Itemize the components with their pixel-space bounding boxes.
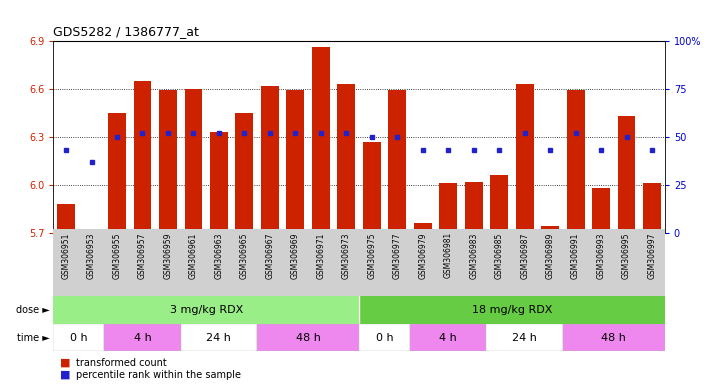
Text: GSM306969: GSM306969 (291, 232, 300, 279)
Bar (108, 113, 126, 233)
Text: GSM306979: GSM306979 (418, 232, 427, 279)
Text: GSM306983: GSM306983 (469, 232, 479, 279)
Bar (235, 113, 253, 233)
Text: percentile rank within the sample: percentile rank within the sample (76, 370, 241, 380)
Bar (439, 183, 457, 233)
Bar (185, 89, 203, 233)
Bar (541, 226, 559, 233)
Text: GSM306951: GSM306951 (62, 232, 70, 279)
Text: GSM306987: GSM306987 (520, 232, 529, 279)
Text: GSM306991: GSM306991 (571, 232, 580, 279)
Bar (410, 324, 486, 351)
Bar (592, 188, 610, 233)
Text: GDS5282 / 1386777_at: GDS5282 / 1386777_at (53, 25, 199, 38)
Text: GSM306959: GSM306959 (164, 232, 173, 279)
Text: transformed count: transformed count (76, 358, 167, 368)
Bar (134, 81, 151, 233)
Bar (57, 204, 75, 233)
Text: 18 mg/kg RDX: 18 mg/kg RDX (471, 305, 552, 315)
Bar (359, 324, 410, 351)
Bar (105, 324, 181, 351)
Text: ■: ■ (60, 370, 71, 380)
Bar (159, 90, 177, 233)
Bar (388, 90, 406, 233)
Text: 24 h: 24 h (512, 333, 537, 343)
Bar (414, 223, 432, 233)
Text: 24 h: 24 h (206, 333, 231, 343)
Text: GSM306995: GSM306995 (622, 232, 631, 279)
Text: GSM306965: GSM306965 (240, 232, 249, 279)
Bar (486, 324, 563, 351)
Text: GSM306967: GSM306967 (265, 232, 274, 279)
Bar (618, 116, 636, 233)
Text: GSM306955: GSM306955 (112, 232, 122, 279)
Text: 3 mg/kg RDX: 3 mg/kg RDX (169, 305, 243, 315)
Text: GSM306957: GSM306957 (138, 232, 147, 279)
Bar (287, 90, 304, 233)
Bar (210, 132, 228, 233)
Bar (643, 183, 661, 233)
Text: GSM306989: GSM306989 (545, 232, 555, 279)
Text: 48 h: 48 h (296, 333, 321, 343)
Text: 0 h: 0 h (70, 333, 87, 343)
Text: GSM306961: GSM306961 (189, 232, 198, 279)
Bar (312, 47, 330, 233)
Text: ■: ■ (60, 358, 71, 368)
Bar (359, 296, 665, 324)
Bar (261, 86, 279, 233)
Bar (465, 182, 483, 233)
Bar (563, 324, 665, 351)
Text: GSM306953: GSM306953 (87, 232, 96, 279)
Text: 4 h: 4 h (134, 333, 151, 343)
Bar (363, 142, 380, 233)
Text: 4 h: 4 h (439, 333, 457, 343)
Text: GSM306985: GSM306985 (495, 232, 503, 279)
Text: GSM306993: GSM306993 (597, 232, 606, 279)
Text: GSM306975: GSM306975 (368, 232, 376, 279)
Bar (257, 324, 359, 351)
Bar (82, 230, 100, 233)
Bar (338, 84, 356, 233)
Bar (515, 84, 533, 233)
Bar (181, 324, 257, 351)
Bar (53, 324, 105, 351)
Text: 0 h: 0 h (375, 333, 393, 343)
Text: GSM306981: GSM306981 (444, 232, 453, 278)
Text: GSM306997: GSM306997 (648, 232, 656, 279)
Text: dose ►: dose ► (16, 305, 50, 315)
Bar (53, 296, 359, 324)
Text: time ►: time ► (17, 333, 50, 343)
Text: 48 h: 48 h (602, 333, 626, 343)
Text: GSM306977: GSM306977 (392, 232, 402, 279)
Bar (567, 90, 584, 233)
Text: GSM306973: GSM306973 (342, 232, 351, 279)
Text: GSM306963: GSM306963 (215, 232, 223, 279)
Bar (491, 175, 508, 233)
Text: GSM306971: GSM306971 (316, 232, 326, 279)
